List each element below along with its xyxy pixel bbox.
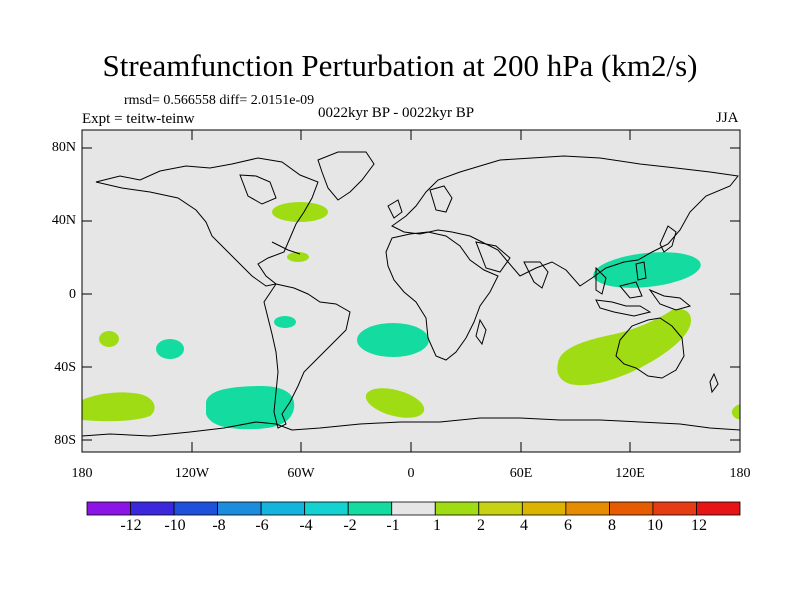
colorbar-swatch	[217, 501, 262, 516]
anomaly-patch-newfoundland	[272, 202, 328, 222]
colorbar-swatch	[434, 501, 480, 516]
colorbar-swatch	[86, 501, 131, 516]
colorbar-swatch	[696, 501, 741, 516]
lon-tick-label: 0	[407, 466, 415, 481]
anomaly-patch-australia	[557, 308, 692, 386]
colorbar-label: 8	[608, 517, 616, 534]
colorbar-label: 4	[520, 517, 528, 534]
lon-tick-label: 180	[71, 466, 93, 481]
colorbar-swatch	[130, 501, 175, 516]
anomaly-patch-east-south-pacific	[156, 339, 184, 359]
colorbar-label: 10	[647, 517, 663, 534]
experiment-label: Expt = teitw-teinw	[82, 111, 195, 127]
anomaly-patch-caribbean	[287, 252, 309, 262]
colorbar-swatch	[478, 501, 523, 516]
anomaly-patch-drake-passage	[206, 386, 295, 430]
colorbar-swatch	[260, 501, 306, 516]
lon-tick-label: 60E	[509, 466, 533, 481]
colorbar-label: -10	[164, 517, 186, 534]
anomaly-patch-central-south-pacific	[99, 331, 119, 347]
anomaly-patch-far-southwest-pacific	[731, 404, 740, 420]
colorbar-swatch	[391, 501, 436, 516]
lon-tick-label: 180	[729, 466, 751, 481]
colorbar-swatch	[173, 501, 219, 516]
lon-tick-label: 120W	[174, 466, 210, 481]
colorbar-label: 1	[433, 517, 441, 534]
colorbar-label: -4	[299, 517, 313, 534]
colorbar-swatch	[652, 501, 697, 516]
lon-tick-label: 60W	[287, 466, 315, 481]
lat-tick-label: 40S	[54, 360, 76, 375]
colorbar	[86, 501, 741, 516]
coastlines	[81, 151, 741, 437]
colorbar-label: -12	[120, 517, 142, 534]
anomaly-patch-dateline-south	[82, 392, 155, 422]
lat-tick-label: 80N	[51, 140, 76, 155]
colorbar-label: 2	[477, 517, 485, 534]
colorbar-label: -2	[343, 517, 357, 534]
anomaly-patch-south-atlantic	[357, 323, 429, 357]
lon-tick-label: 120E	[615, 466, 645, 481]
lat-tick-label: 0	[69, 287, 76, 302]
anomaly-patches	[82, 202, 740, 430]
plot-title: Streamfunction Perturbation at 200 hPa (…	[102, 48, 698, 83]
anomaly-patch-western-pacific	[593, 252, 701, 288]
colorbar-label: 6	[564, 517, 572, 534]
colorbar-swatch	[347, 501, 393, 516]
stats-label: rmsd= 0.566558 diff= 2.0151e-09	[124, 93, 315, 108]
lat-tick-label: 80S	[54, 433, 76, 448]
colorbar-swatch	[565, 501, 610, 516]
anomaly-patch-south-atlantic-high	[365, 388, 425, 418]
season-label: JJA	[716, 110, 739, 126]
colorbar-swatch	[521, 501, 567, 516]
period-label: 0022kyr BP - 0022kyr BP	[318, 105, 475, 121]
colorbar-swatch	[609, 501, 654, 516]
lat-tick-label: 40N	[51, 213, 76, 228]
colorbar-label: 12	[691, 517, 707, 534]
axis-ticks	[82, 130, 740, 452]
anomaly-patch-peru-coast	[274, 316, 296, 328]
colorbar-swatch	[304, 501, 349, 516]
colorbar-label: -1	[386, 517, 400, 534]
colorbar-label: -8	[212, 517, 226, 534]
colorbar-label: -6	[255, 517, 269, 534]
